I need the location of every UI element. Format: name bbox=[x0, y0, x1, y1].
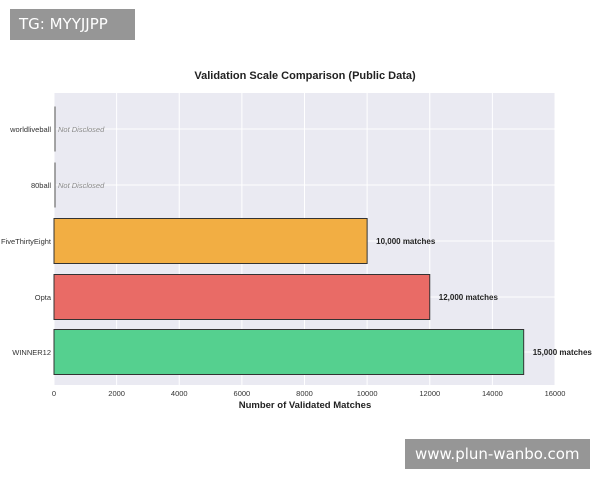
data-label: 12,000 matches bbox=[439, 293, 499, 302]
data-label: 10,000 matches bbox=[376, 237, 436, 246]
x-tick-label: 4000 bbox=[171, 389, 188, 398]
x-tick-label: 10000 bbox=[357, 389, 378, 398]
bars bbox=[53, 106, 525, 375]
x-tick-label: 12000 bbox=[419, 389, 440, 398]
x-tick-label: 6000 bbox=[234, 389, 251, 398]
watermark-top-left: TG: MYYJJPP bbox=[10, 9, 135, 40]
x-tick-labels: 0 2000 4000 6000 8000 10000 12000 14000 16000 bbox=[52, 389, 566, 398]
data-label: Not Disclosed bbox=[58, 181, 105, 190]
data-label: 15,000 matches bbox=[533, 348, 593, 357]
watermark-bottom-right: www.plun-wanbo.com bbox=[405, 439, 590, 469]
x-tick-label: 8000 bbox=[296, 389, 313, 398]
y-tick-label: 80ball bbox=[31, 181, 51, 190]
y-tick-label: FiveThirtyEight bbox=[1, 237, 52, 246]
data-labels: Not Disclosed Not Disclosed 10,000 matches… bbox=[58, 125, 592, 357]
y-tick-label: Opta bbox=[35, 293, 52, 302]
x-tick-label: 2000 bbox=[108, 389, 125, 398]
x-tick-label: 14000 bbox=[482, 389, 503, 398]
bar bbox=[53, 274, 431, 320]
y-tick-label: WINNER12 bbox=[12, 348, 51, 357]
bar bbox=[53, 329, 525, 375]
x-tick-label: 0 bbox=[52, 389, 56, 398]
bar bbox=[53, 218, 368, 264]
data-label: Not Disclosed bbox=[58, 125, 105, 134]
x-axis-title: Number of Validated Matches bbox=[239, 400, 372, 411]
y-tick-label: worldliveball bbox=[9, 125, 51, 134]
chart-title: Validation Scale Comparison (Public Data… bbox=[194, 70, 416, 82]
x-tick-label: 16000 bbox=[545, 389, 566, 398]
y-tick-labels: worldliveball 80ball FiveThirtyEight Opta WI… bbox=[1, 125, 52, 357]
